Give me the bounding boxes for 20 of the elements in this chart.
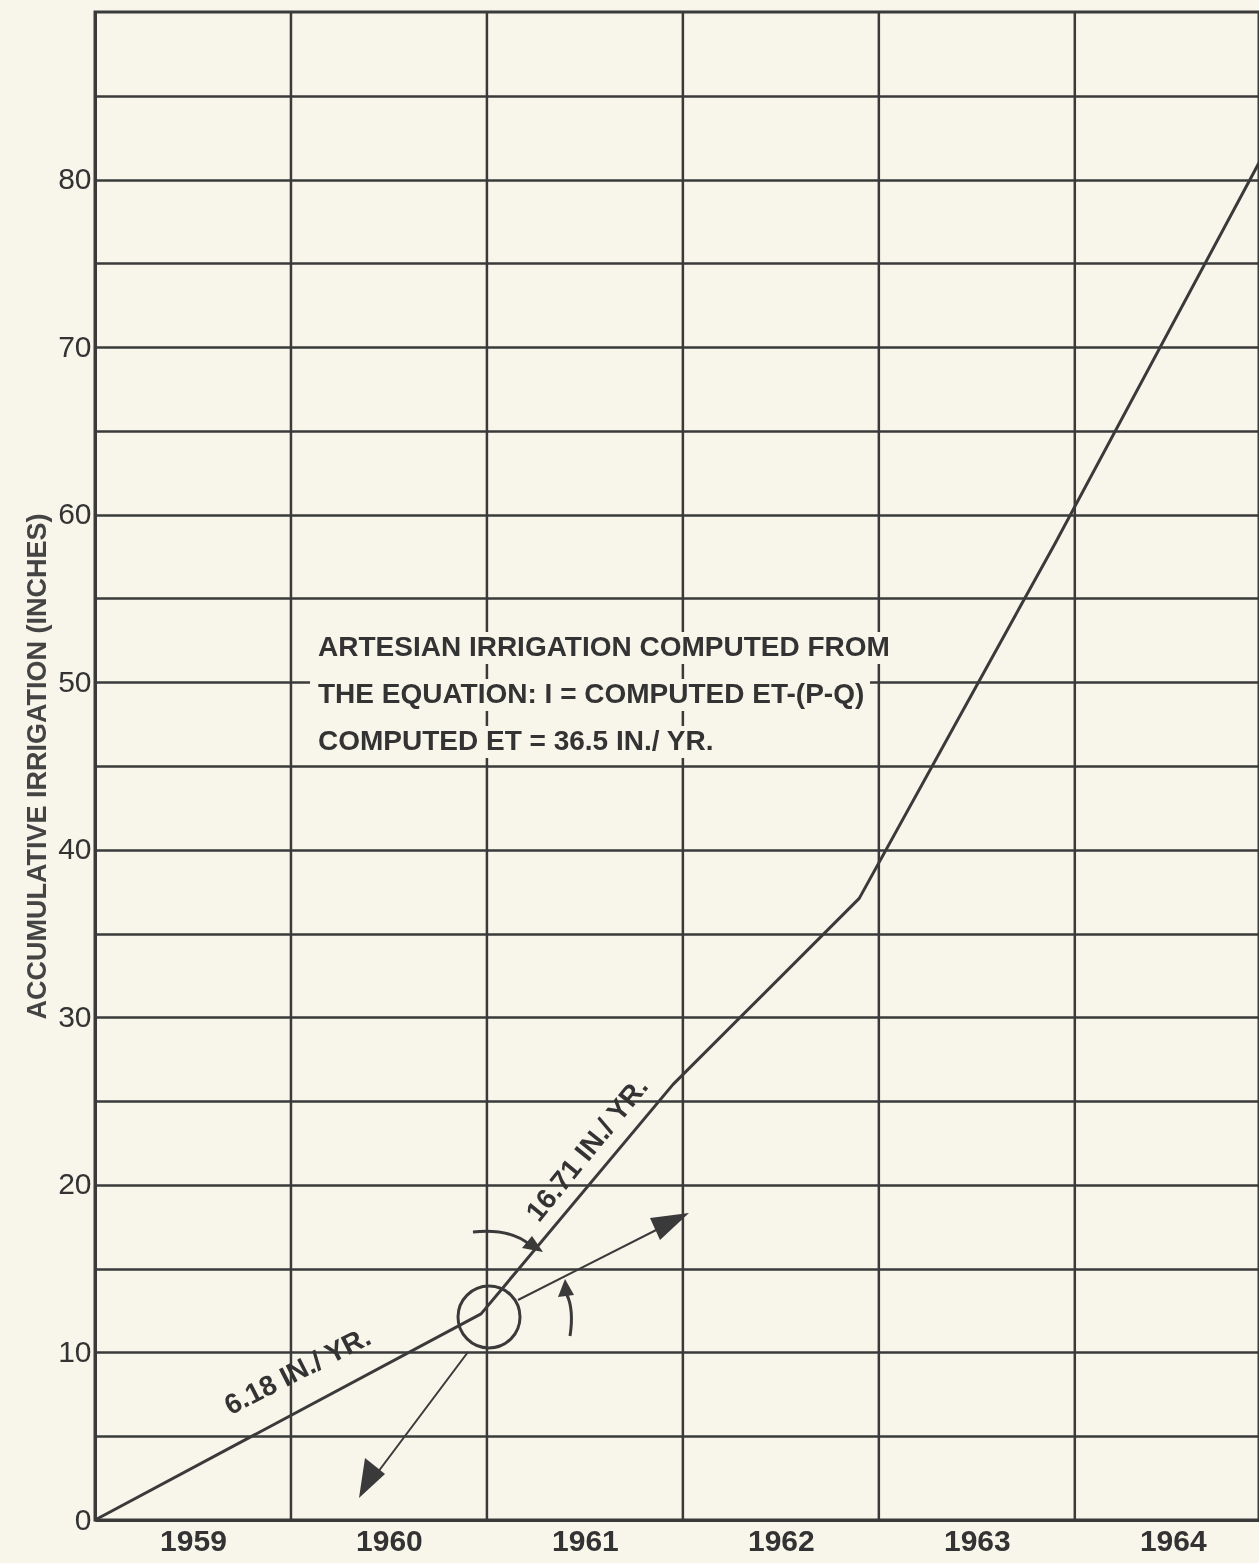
y-tick-label: 20 — [58, 1167, 92, 1201]
x-tick-label: 1959 — [160, 1523, 227, 1557]
annotation: COMPUTED ET = 36.5 IN./ YR. — [318, 725, 714, 756]
y-tick-label: 40 — [58, 832, 92, 866]
annotation: ARTESIAN IRRIGATION COMPUTED FROM — [318, 631, 890, 662]
y-axis-title: ACCUMULATIVE IRRIGATION (INCHES) — [22, 513, 53, 1020]
y-tick-label: 10 — [58, 1334, 92, 1368]
x-tick-label: 1963 — [943, 1523, 1011, 1557]
x-tick-label: 1961 — [552, 1523, 619, 1557]
x-tick-label: 1964 — [1139, 1523, 1207, 1557]
y-tick-label: 60 — [58, 497, 92, 531]
y-tick-label: 70 — [58, 329, 92, 363]
x-tick-label: 1962 — [747, 1523, 815, 1557]
y-tick-label: 0 — [74, 1502, 92, 1536]
x-tick-label: 1960 — [356, 1523, 423, 1557]
annotation: THE EQUATION: I = COMPUTED ET-(P-Q) — [318, 678, 865, 709]
annotation: 6.18 IN./ YR. — [219, 1320, 376, 1421]
y-tick-label: 50 — [58, 664, 92, 698]
y-tick-label: 30 — [58, 999, 92, 1033]
y-tick-label: 80 — [58, 162, 92, 196]
